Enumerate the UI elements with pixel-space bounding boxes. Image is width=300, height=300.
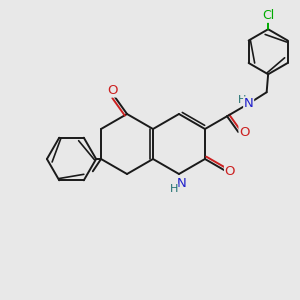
Text: H: H <box>169 184 178 194</box>
Text: Cl: Cl <box>262 9 274 22</box>
Text: N: N <box>244 97 254 110</box>
Text: N: N <box>177 177 187 190</box>
Text: H: H <box>238 95 246 105</box>
Text: O: O <box>108 84 118 97</box>
Text: O: O <box>225 165 235 178</box>
Text: O: O <box>239 126 250 139</box>
